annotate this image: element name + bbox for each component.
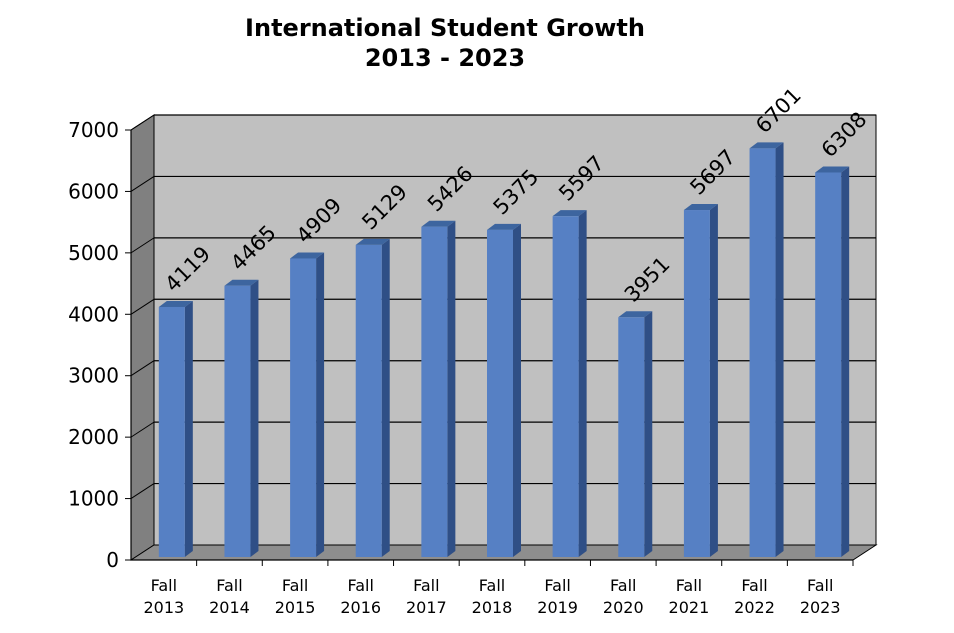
bar-front (683, 210, 710, 557)
bar-front (618, 317, 645, 557)
bar-top (749, 142, 784, 149)
bar-side (709, 204, 718, 557)
gridline-side (130, 421, 155, 438)
bar-side (250, 279, 259, 557)
bar-top (290, 252, 325, 259)
chart-subtitle: 2013 - 2023 (365, 44, 525, 72)
bars-group (158, 142, 850, 558)
x-tick-label-line2: 2013 (143, 598, 184, 617)
x-tick-label-line2: 2016 (340, 598, 381, 617)
gridline-side (130, 114, 155, 131)
y-tick-label: 1000 (68, 487, 119, 511)
bar (683, 204, 718, 557)
x-tick-label-line2: 2018 (472, 598, 513, 617)
x-tick-label-line1: Fall (216, 576, 242, 595)
y-tick-label: 7000 (68, 118, 119, 142)
x-tick-label-line2: 2019 (537, 598, 578, 617)
x-tick-label-line2: 2020 (603, 598, 644, 617)
y-tick-label: 3000 (68, 364, 119, 388)
x-tick-label-line1: Fall (676, 576, 702, 595)
x-tick-label-line2: 2021 (669, 598, 710, 617)
x-tick-label-line2: 2022 (734, 598, 775, 617)
x-tick-label-line2: 2017 (406, 598, 447, 617)
bar-side (841, 166, 850, 557)
gridline-side (130, 483, 155, 499)
plot-side-wall (130, 114, 155, 561)
bar-top (683, 204, 718, 211)
x-tick-label-line1: Fall (479, 576, 505, 595)
bar-top (158, 300, 193, 307)
x-tick-label-line1: Fall (741, 576, 767, 595)
y-tick-label: 5000 (68, 241, 119, 265)
bar-side (447, 220, 456, 557)
x-tick-label-line2: 2014 (209, 598, 250, 617)
bar-top (355, 238, 390, 245)
bar (487, 223, 521, 558)
gridline-side (130, 298, 155, 315)
bar-top (815, 166, 850, 173)
x-tick-label-line1: Fall (413, 576, 439, 595)
y-tick-label: 6000 (68, 179, 119, 203)
x-tick-label-line1: Fall (151, 576, 177, 595)
bar-top (224, 279, 259, 286)
bar-front (224, 285, 251, 557)
bar (290, 252, 325, 557)
bar-side (644, 311, 653, 557)
chart-title: International Student Growth (245, 14, 645, 42)
bar-top (618, 311, 653, 318)
gridline-side (130, 237, 155, 254)
bar-side (578, 210, 587, 558)
bar (355, 238, 390, 557)
bar (158, 300, 193, 557)
bar-side (513, 223, 521, 558)
gridline-side (130, 176, 155, 192)
gridline-side (130, 360, 155, 377)
x-tick-label-line1: Fall (807, 576, 833, 595)
bar-side (316, 252, 325, 557)
y-tick-label: 2000 (68, 425, 119, 449)
bar-side (381, 238, 390, 557)
bar-front (552, 216, 579, 558)
bar (815, 166, 850, 557)
bar-side (775, 142, 784, 558)
bar-top (552, 210, 587, 217)
x-tick-label-line1: Fall (282, 576, 308, 595)
bar-front (421, 226, 448, 557)
bar-front (487, 229, 513, 558)
x-tick-label-line2: 2015 (275, 598, 316, 617)
x-tick-label-line1: Fall (610, 576, 636, 595)
bar-side (184, 300, 193, 557)
bar (552, 210, 587, 558)
x-tick-label-line1: Fall (544, 576, 570, 595)
bar-front (290, 258, 317, 557)
bar (749, 142, 784, 558)
bar (224, 279, 259, 557)
bar (421, 220, 456, 557)
bar-top (487, 223, 521, 230)
y-tick-label: 4000 (68, 302, 119, 326)
bar (618, 311, 653, 557)
bar-front (749, 148, 776, 558)
y-tick-label: 0 (106, 548, 119, 572)
bar-front (355, 244, 382, 557)
bar-top (421, 220, 456, 227)
bar-front (158, 306, 185, 557)
bar-front (815, 172, 842, 557)
x-tick-label-line1: Fall (348, 576, 374, 595)
x-tick-label-line2: 2023 (800, 598, 841, 617)
